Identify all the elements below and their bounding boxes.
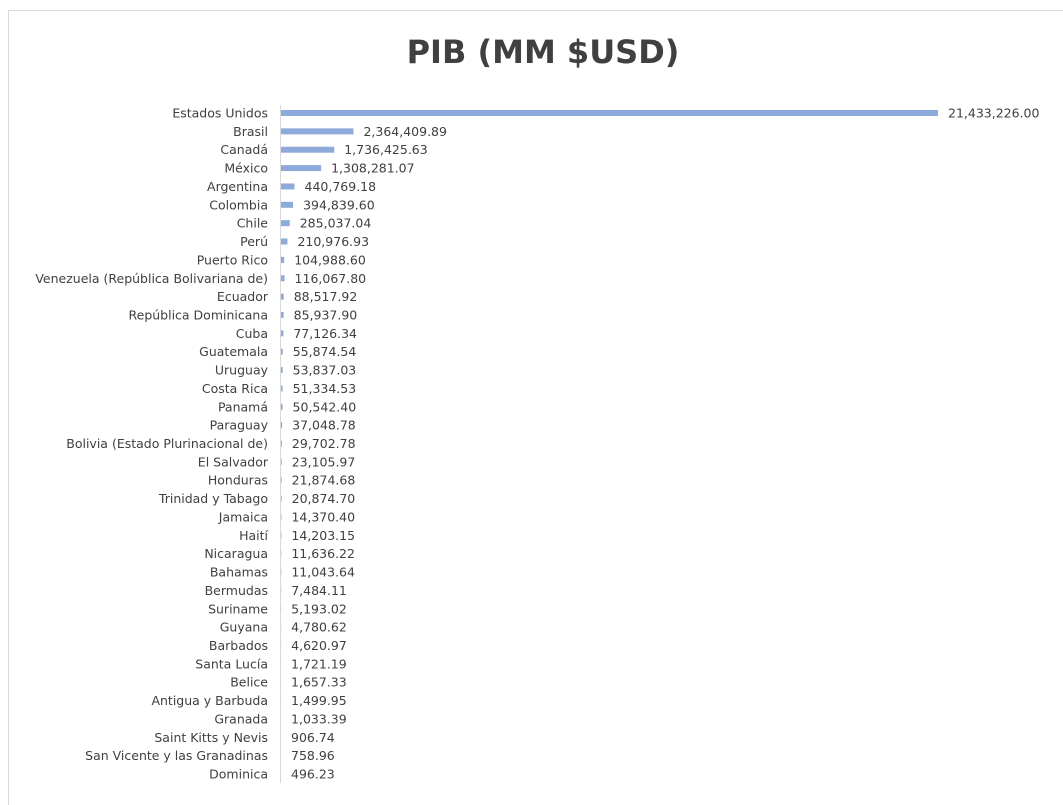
data-label: 496.23 — [291, 767, 335, 782]
bar — [281, 367, 283, 374]
category-label: Estados Unidos — [172, 106, 268, 121]
data-label: 1,657.33 — [291, 675, 347, 690]
data-label: 758.96 — [291, 748, 335, 763]
data-label: 21,433,226.00 — [948, 106, 1039, 121]
data-label: 906.74 — [291, 730, 335, 745]
data-label: 285,037.04 — [300, 216, 372, 231]
category-label: Chile — [237, 216, 269, 231]
category-label: Suriname — [208, 601, 268, 616]
category-label: Ecuador — [217, 289, 269, 304]
category-label: Uruguay — [215, 363, 269, 378]
category-label: Panamá — [218, 399, 268, 414]
data-label: 5,193.02 — [291, 601, 347, 616]
data-label: 4,620.97 — [291, 638, 347, 653]
bar — [281, 348, 283, 355]
category-label: Costa Rica — [202, 381, 268, 396]
bar — [281, 128, 354, 135]
bar — [281, 238, 288, 245]
bar — [281, 293, 284, 300]
data-label: 37,048.78 — [292, 418, 356, 433]
data-label: 11,043.64 — [291, 565, 355, 580]
bar — [281, 165, 322, 172]
data-label: 1,499.95 — [291, 693, 347, 708]
category-label: Argentina — [207, 179, 268, 194]
data-label: 1,308,281.07 — [331, 161, 415, 176]
category-label: Puerto Rico — [197, 252, 268, 267]
data-label: 11,636.22 — [291, 546, 355, 561]
category-label: Guatemala — [199, 344, 268, 359]
data-label: 50,542.40 — [293, 399, 357, 414]
data-label: 1,033.39 — [291, 711, 347, 726]
data-label: 23,105.97 — [292, 454, 356, 469]
bar — [281, 422, 283, 429]
bar — [281, 220, 290, 227]
category-label: El Salvador — [198, 454, 269, 469]
category-label: Colombia — [209, 197, 268, 212]
category-label: Barbados — [209, 638, 268, 653]
bar — [281, 146, 335, 153]
category-label: Bolivia (Estado Plurinacional de) — [66, 436, 268, 451]
category-label: Granada — [214, 711, 268, 726]
category-label: Guyana — [220, 620, 268, 635]
category-label: San Vicente y las Granadinas — [85, 748, 268, 763]
category-label: Haití — [239, 528, 268, 543]
category-label: Venezuela (República Bolivariana de) — [35, 271, 268, 286]
category-label: Jamaica — [218, 509, 268, 524]
data-label: 116,067.80 — [295, 271, 367, 286]
category-label: Belice — [230, 675, 268, 690]
category-label: Brasil — [233, 124, 268, 139]
data-label: 77,126.34 — [293, 326, 357, 341]
category-label: Cuba — [236, 326, 268, 341]
chart-frame — [8, 10, 1063, 805]
data-label: 1,736,425.63 — [344, 142, 428, 157]
bar — [281, 311, 284, 318]
data-label: 88,517.92 — [294, 289, 358, 304]
data-label: 1,721.19 — [291, 656, 347, 671]
category-label: Honduras — [208, 473, 268, 488]
data-label: 29,702.78 — [292, 436, 356, 451]
data-label: 14,370.40 — [291, 509, 355, 524]
category-label: República Dominicana — [129, 307, 269, 322]
category-label: Canadá — [220, 142, 268, 157]
data-label: 210,976.93 — [297, 234, 369, 249]
category-label: México — [224, 161, 268, 176]
bar — [281, 403, 283, 410]
data-label: 85,937.90 — [294, 307, 358, 322]
bar — [281, 440, 282, 447]
bar — [281, 330, 284, 337]
category-label: Trinidad y Tabago — [158, 491, 268, 506]
bar — [281, 275, 285, 282]
category-label: Bermudas — [205, 583, 268, 598]
category-label: Paraguay — [210, 418, 269, 433]
bar — [281, 110, 938, 116]
category-label: Antigua y Barbuda — [151, 693, 268, 708]
data-label: 21,874.68 — [292, 473, 356, 488]
data-label: 20,874.70 — [292, 491, 356, 506]
data-label: 55,874.54 — [293, 344, 357, 359]
data-label: 440,769.18 — [305, 179, 377, 194]
category-label: Santa Lucía — [195, 656, 268, 671]
category-label: Perú — [240, 234, 268, 249]
bar — [281, 201, 294, 208]
data-label: 51,334.53 — [293, 381, 357, 396]
chart-title: PIB (MM $USD) — [407, 33, 680, 71]
bar — [281, 256, 285, 263]
bar — [281, 385, 283, 392]
category-label: Bahamas — [210, 565, 268, 580]
data-label: 2,364,409.89 — [363, 124, 447, 139]
data-label: 394,839.60 — [303, 197, 375, 212]
data-label: 4,780.62 — [291, 620, 347, 635]
data-label: 104,988.60 — [294, 252, 366, 267]
bar — [281, 495, 282, 502]
data-label: 14,203.15 — [291, 528, 355, 543]
data-label: 7,484.11 — [291, 583, 347, 598]
data-label: 53,837.03 — [293, 363, 357, 378]
category-label: Nicaragua — [204, 546, 268, 561]
bar — [281, 183, 295, 190]
bar — [281, 458, 282, 465]
bar — [281, 477, 282, 484]
category-label: Saint Kitts y Nevis — [154, 730, 268, 745]
category-label: Dominica — [209, 767, 268, 782]
